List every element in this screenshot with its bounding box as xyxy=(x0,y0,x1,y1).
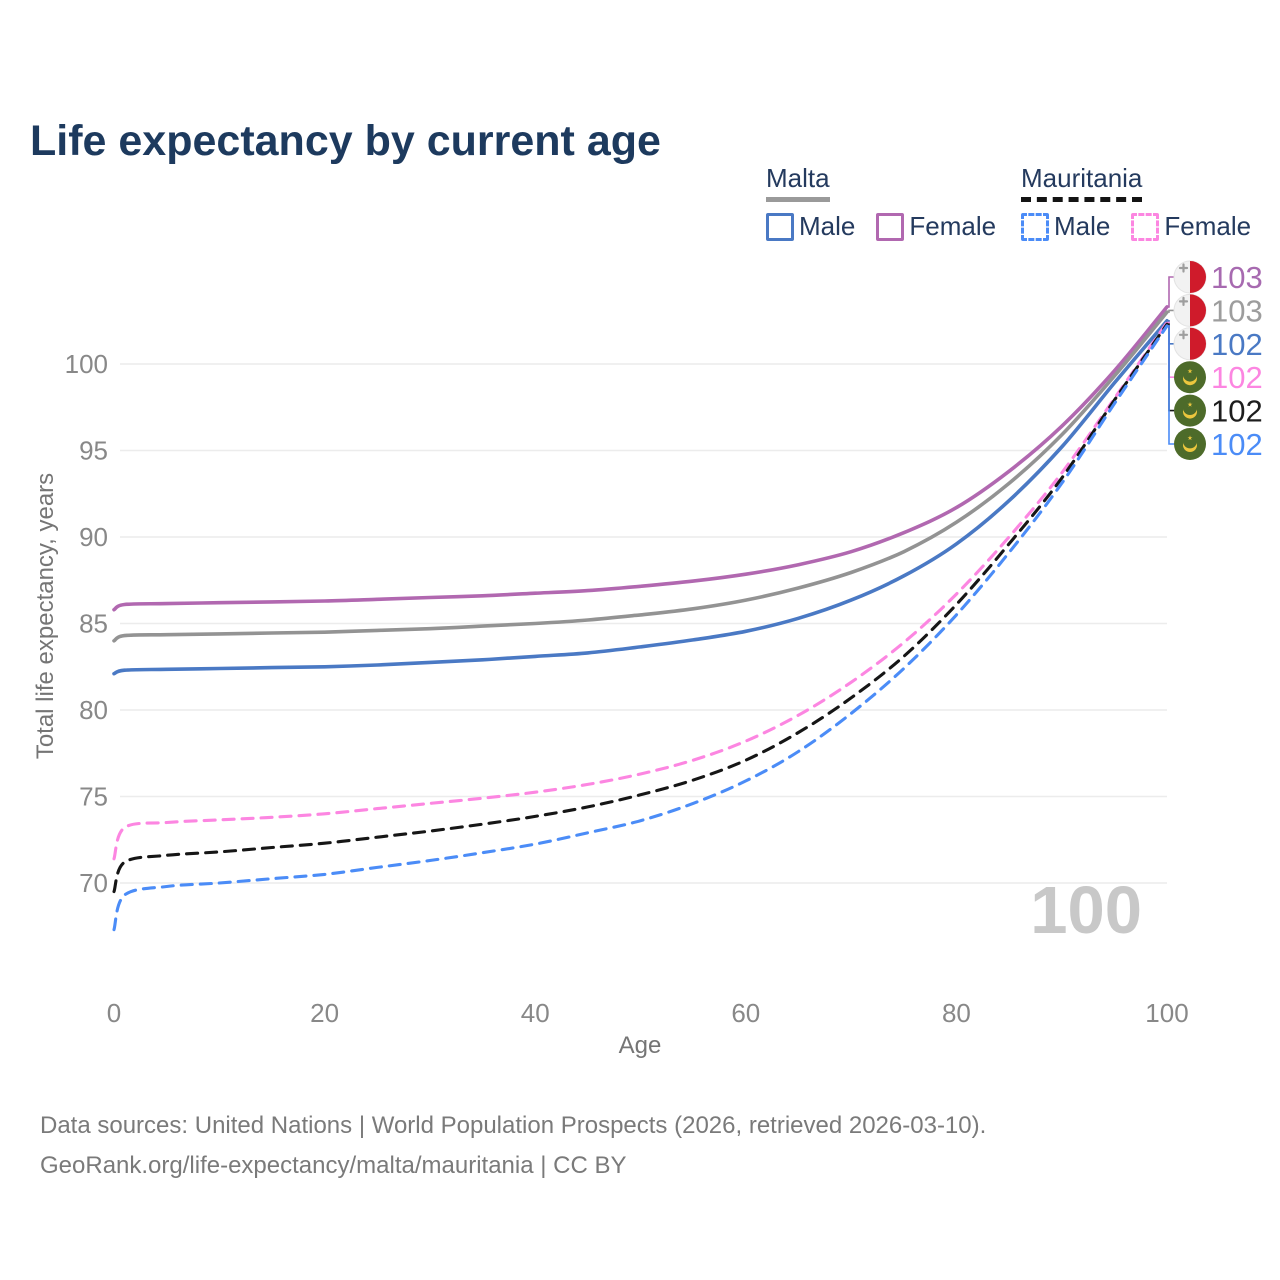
series-line-malta-female[interactable] xyxy=(112,305,1169,612)
hover-age-watermark: 100 xyxy=(1030,873,1142,948)
mauritania-flag-icon xyxy=(1174,428,1206,460)
end-value-mauritania-male: 102 xyxy=(1211,427,1263,462)
end-connector-malta xyxy=(1167,309,1174,313)
x-tick-100: 100 xyxy=(1145,998,1188,1028)
legend-swatch-mauritania-male[interactable] xyxy=(1021,212,1049,241)
malta-george-cross xyxy=(1178,330,1189,340)
x-tick-20: 20 xyxy=(310,998,339,1028)
x-tick-60: 60 xyxy=(731,998,760,1028)
data-sources-line: Data sources: United Nations | World Pop… xyxy=(40,1112,987,1139)
malta-flag-icon xyxy=(1173,327,1207,361)
y-tick-90: 90 xyxy=(79,522,108,552)
end-connector-mauritania xyxy=(1167,323,1174,412)
mauritania-crescent-cut xyxy=(1183,434,1197,449)
malta-flag-icon xyxy=(1173,260,1207,294)
malta-flag-icon xyxy=(1173,293,1207,327)
malta-flag-red-half xyxy=(1190,261,1206,293)
series-line-mauritania-female[interactable] xyxy=(112,320,1169,861)
mauritania-crescent-cut xyxy=(1183,401,1197,415)
mauritania-flag-icon xyxy=(1174,361,1206,394)
x-axis-title: Age xyxy=(618,1032,662,1059)
mauritania-star xyxy=(1187,402,1193,407)
legend-group-mauritania: Mauritania Male Female xyxy=(1021,163,1251,242)
y-tick-100: 100 xyxy=(65,349,108,379)
end-connector-mauritania-male xyxy=(1167,325,1174,445)
malta-flag-red-half xyxy=(1190,327,1206,360)
legend-swatch-malta-female[interactable] xyxy=(876,212,905,241)
end-value-malta-female: 103 xyxy=(1211,260,1263,295)
end-value-mauritania: 102 xyxy=(1211,394,1263,429)
attribution-line: GeoRank.org/life-expectancy/malta/maurit… xyxy=(40,1152,627,1179)
end-value-mauritania-female: 102 xyxy=(1211,360,1263,395)
mauritania-crescent-cut xyxy=(1183,367,1197,382)
legend-title-mauritania[interactable]: Mauritania xyxy=(1021,163,1143,202)
y-tick-85: 85 xyxy=(79,609,108,639)
series-line-malta[interactable] xyxy=(112,310,1169,643)
legend-title-malta[interactable]: Malta xyxy=(766,163,830,202)
end-value-malta-male: 102 xyxy=(1211,327,1263,362)
x-tick-80: 80 xyxy=(942,998,971,1028)
page-title: Life expectancy by current age xyxy=(30,116,661,165)
mauritania-flag-icon xyxy=(1174,394,1206,427)
x-tick-40: 40 xyxy=(521,998,550,1028)
legend-label-mauritania-female[interactable]: Female xyxy=(1164,211,1252,241)
legend-label-mauritania-male[interactable]: Male xyxy=(1054,211,1111,241)
legend-swatch-mauritania-female[interactable] xyxy=(1131,212,1160,241)
legend-label-malta-female[interactable]: Female xyxy=(909,211,997,241)
y-tick-80: 80 xyxy=(79,695,108,725)
x-tick-0: 0 xyxy=(107,998,121,1028)
series-line-malta-male[interactable] xyxy=(112,319,1169,676)
legend-group-malta: Malta Male Female xyxy=(766,163,996,242)
series-line-mauritania-male[interactable] xyxy=(112,324,1169,932)
end-value-malta: 103 xyxy=(1211,293,1263,328)
mauritania-star xyxy=(1187,368,1193,374)
y-axis-title: Total life expectancy, years xyxy=(32,472,59,760)
y-tick-75: 75 xyxy=(79,782,108,812)
end-connector-malta-female xyxy=(1167,276,1174,308)
legend-label-malta-male[interactable]: Male xyxy=(799,211,856,241)
y-tick-70: 70 xyxy=(79,868,108,898)
end-connector-mauritania-female xyxy=(1167,321,1174,378)
malta-george-cross xyxy=(1178,296,1189,306)
malta-george-cross xyxy=(1178,263,1189,273)
series-line-mauritania[interactable] xyxy=(112,322,1169,894)
legend-swatch-malta-male[interactable] xyxy=(766,212,794,241)
mauritania-star xyxy=(1187,435,1193,441)
malta-flag-red-half xyxy=(1190,294,1206,327)
y-tick-95: 95 xyxy=(79,436,108,466)
footer: Data sources: United Nations | World Pop… xyxy=(40,1106,986,1186)
